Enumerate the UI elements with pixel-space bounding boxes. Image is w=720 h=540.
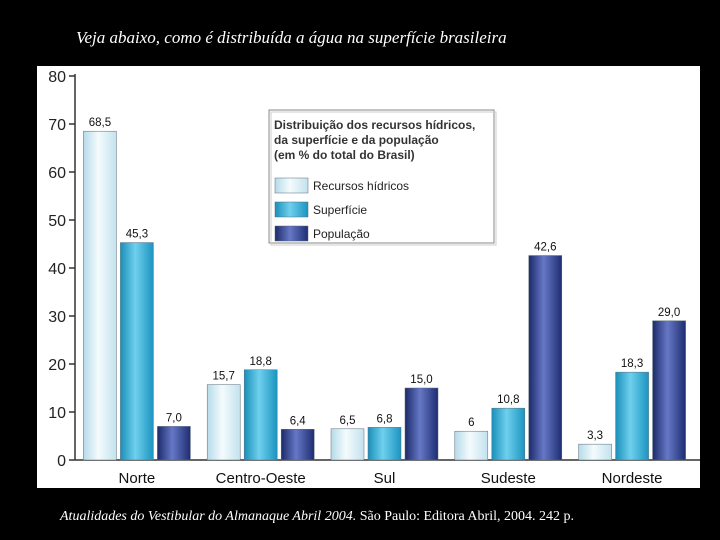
legend-box: [268, 109, 495, 244]
bar-value-label: 6: [468, 417, 474, 429]
bar-sudeste-superfície: [491, 407, 526, 461]
legend-swatch-população: [274, 225, 309, 242]
legend-label: Recursos hídricos: [313, 179, 409, 193]
y-tick-label: 70: [48, 117, 66, 134]
legend-title-line: da superfície e da população: [274, 133, 439, 147]
y-tick-label: 10: [48, 405, 66, 422]
bar-sudeste-recursos-hídricos: [454, 430, 489, 461]
legend-box-shadow: [270, 111, 497, 246]
bar-value-label: 18,8: [250, 356, 272, 368]
x-category-label: Norte: [119, 470, 156, 487]
bar-norte-recursos-hídricos: [83, 130, 117, 461]
bar-value-label: 42,6: [534, 242, 556, 254]
chart-panel: 0 10 20 30 40 50 60 70 80 68,5 45,3 7,0 Norte 15,7 18…: [37, 66, 700, 488]
bar-norte-população: [157, 426, 191, 461]
bar-nordeste-superfície: [615, 371, 649, 461]
y-tick-label: 0: [57, 453, 66, 470]
bar-sudeste-população: [528, 255, 563, 461]
y-tick-label: 30: [48, 309, 66, 326]
legend-title-line: (em % do total do Brasil): [274, 148, 415, 162]
x-category-label: Centro-Oeste: [216, 470, 306, 487]
bar-value-label: 10,8: [497, 394, 519, 406]
bar-value-label: 6,8: [377, 413, 393, 425]
bar-centro-oeste-população: [280, 429, 315, 461]
y-tick-label: 60: [48, 165, 66, 182]
citation-publisher: São Paulo: Editora Abril, 2004. 242 p.: [356, 509, 574, 524]
citation-source-title: Atualidades do Vestibular do Almanaque A…: [60, 509, 357, 524]
x-category-label: Sudeste: [481, 470, 536, 487]
bar-value-label: 6,5: [340, 415, 356, 427]
y-tick-label: 20: [48, 357, 66, 374]
y-tick-label: 50: [48, 213, 66, 230]
bar-sul-superfície: [367, 427, 402, 461]
water-distribution-bar-chart: 0 10 20 30 40 50 60 70 80 68,5 45,3 7,0 Norte 15,7 18…: [48, 69, 700, 487]
bar-sul-recursos-hídricos: [330, 428, 365, 461]
bar-value-label: 7,0: [166, 412, 182, 424]
y-tick-label: 80: [48, 69, 66, 86]
legend-title-line: Distribuição dos recursos hídricos,: [274, 118, 475, 132]
x-category-label: Nordeste: [602, 470, 663, 487]
bar-value-label: 29,0: [658, 307, 680, 319]
bar-value-label: 3,3: [587, 430, 603, 442]
bar-nordeste-recursos-hídricos: [578, 443, 612, 461]
bar-value-label: 15,7: [213, 371, 235, 383]
y-tick-label: 40: [48, 261, 66, 278]
bar-centro-oeste-superfície: [243, 369, 278, 461]
citation: Atualidades do Vestibular do Almanaque A…: [60, 509, 574, 525]
legend-swatch-superfície: [274, 201, 309, 218]
bar-nordeste-população: [652, 320, 686, 461]
legend-label: Superfície: [313, 203, 367, 217]
x-category-label: Sul: [374, 470, 396, 487]
bar-value-label: 6,4: [290, 415, 307, 427]
bar-value-label: 68,5: [89, 117, 111, 129]
bar-norte-superfície: [120, 242, 154, 461]
bar-sul-população: [404, 387, 439, 461]
legend-label: População: [313, 227, 370, 241]
legend-swatch-recursos-hídricos: [274, 177, 309, 194]
bar-value-label: 45,3: [126, 229, 148, 241]
bar-value-label: 15,0: [410, 374, 432, 386]
slide-title: Veja abaixo, como é distribuída a água n…: [76, 28, 507, 47]
bar-value-label: 18,3: [621, 358, 643, 370]
bar-centro-oeste-recursos-hídricos: [206, 384, 241, 461]
